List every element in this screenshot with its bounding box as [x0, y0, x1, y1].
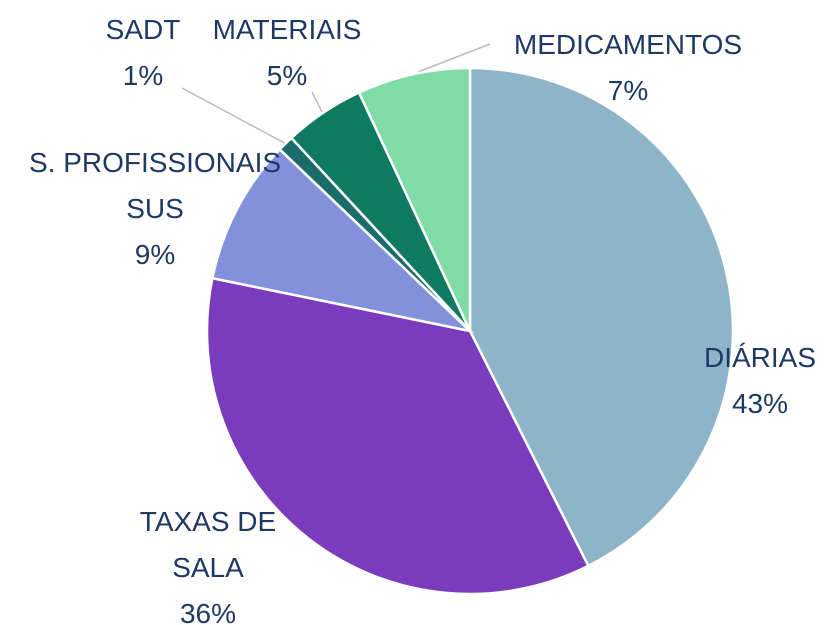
category-label: DIÁRIAS: [703, 342, 817, 373]
pie-slice: [357, 66, 472, 332]
slice-label: SADT 1%: [83, 7, 203, 99]
pie-slice: [205, 276, 590, 596]
leader-line: [181, 87, 291, 147]
slice-label: S. PROFISSIONAIS SUS 9%: [5, 140, 305, 278]
pie-slice: [468, 66, 735, 568]
category-label: MEDICAMENTOS: [513, 29, 743, 60]
category-label: SADT: [105, 14, 181, 45]
value-label: 43%: [731, 388, 789, 419]
leader-line: [417, 43, 491, 73]
slice-label: MATERIAIS 5%: [197, 7, 377, 99]
leader-line: [311, 91, 323, 113]
category-label: S. PROFISSIONAIS SUS: [28, 147, 282, 224]
value-label: 9%: [134, 239, 176, 270]
value-label: 5%: [266, 60, 308, 91]
slice-label: DIÁRIAS 43%: [660, 335, 828, 427]
category-label: TAXAS DE SALA: [139, 506, 277, 583]
value-label: 7%: [607, 75, 649, 106]
slice-label: MEDICAMENTOS 7%: [488, 22, 768, 114]
pie-slice: [210, 147, 475, 334]
slice-label: TAXAS DE SALA 36%: [121, 499, 296, 625]
value-label: 1%: [122, 60, 164, 91]
value-label: 36%: [179, 598, 237, 625]
category-label: MATERIAIS: [212, 14, 362, 45]
